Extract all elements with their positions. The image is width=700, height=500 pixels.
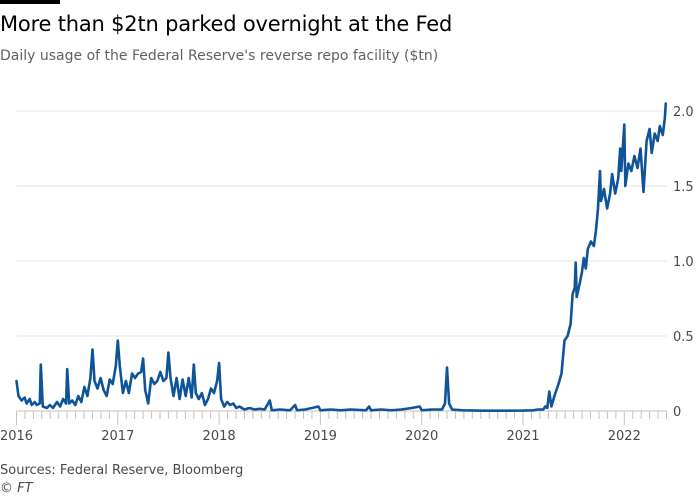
chart-subtitle: Daily usage of the Federal Reserve's rev… — [0, 48, 439, 64]
x-tick-label: 2017 — [101, 429, 134, 444]
x-tick-label: 2021 — [506, 429, 539, 444]
gridlines — [16, 110, 667, 337]
y-tick-label: 1.5 — [673, 180, 694, 195]
x-axis: 2016 2017 2018 2019 2020 2021 2022 — [0, 410, 668, 444]
y-tick-label: 0 — [673, 405, 681, 420]
x-tick-label: 2018 — [203, 429, 236, 444]
x-tick-label: 2022 — [608, 429, 641, 444]
y-tick-label: 1.0 — [673, 255, 694, 270]
x-tick-label: 2020 — [405, 429, 438, 444]
series-layer — [15, 102, 668, 412]
y-tick-label: 2.0 — [673, 105, 694, 120]
y-axis-labels: 0 0.5 1.0 1.5 2.0 — [673, 105, 694, 420]
x-tick-label: 2019 — [304, 429, 337, 444]
x-tick-label: 2016 — [0, 429, 33, 444]
y-tick-label: 0.5 — [673, 330, 694, 345]
chart-title: More than $2tn parked overnight at the F… — [0, 12, 453, 36]
ft-brand-bar — [0, 0, 60, 4]
series-line-reverse-repo — [15, 102, 668, 412]
source-note: Sources: Federal Reserve, Bloomberg — [0, 463, 244, 478]
ft-credit: © FT — [0, 481, 33, 496]
